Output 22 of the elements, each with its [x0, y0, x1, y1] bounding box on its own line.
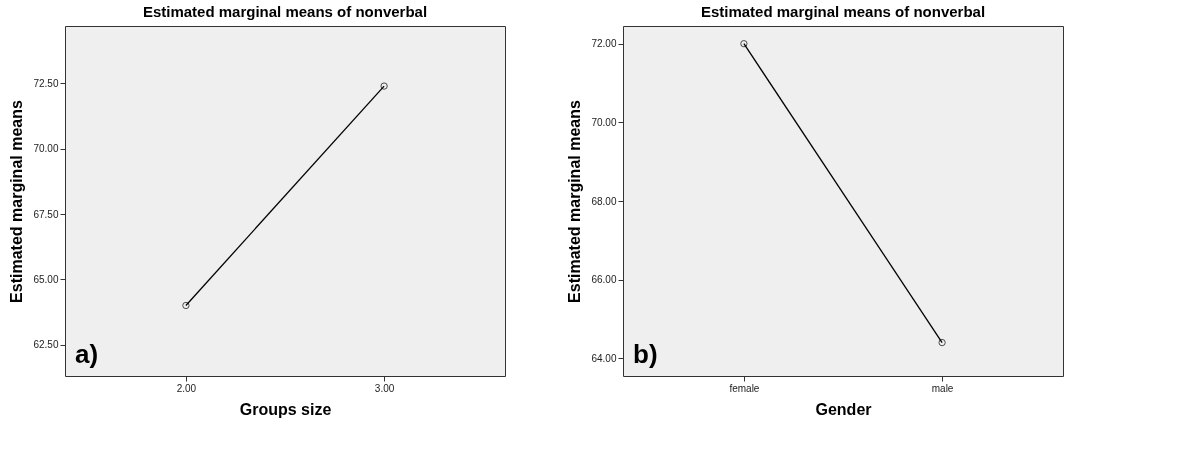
x-tick-label: 3.00 — [374, 382, 395, 394]
chart-title: Estimated marginal means of nonverbal — [142, 3, 428, 20]
y-axis-title: Estimated marginal means — [8, 100, 26, 303]
y-tick-label: 68.00 — [591, 195, 617, 207]
x-tick-label: 2.00 — [176, 382, 197, 394]
y-tick-label: 70.00 — [33, 143, 59, 155]
x-tick-label: male — [931, 382, 954, 394]
y-tick-label: 70.00 — [591, 116, 617, 128]
annotation: a) — [75, 339, 99, 369]
y-tick-label: 66.00 — [591, 274, 617, 286]
y-tick-label: 62.50 — [33, 339, 59, 351]
y-tick-label: 72.00 — [591, 38, 617, 50]
x-tick-label: female — [729, 382, 760, 394]
y-tick-label: 65.00 — [33, 273, 59, 285]
y-tick-label: 64.00 — [591, 352, 617, 364]
y-axis-title: Estimated marginal means — [566, 100, 584, 303]
x-axis-title: Gender — [815, 400, 872, 418]
chart-title: Estimated marginal means of nonverbal — [700, 3, 986, 20]
x-axis-title: Groups size — [239, 400, 332, 418]
annotation: b) — [633, 339, 658, 369]
y-tick-label: 67.50 — [33, 208, 59, 220]
y-tick-label: 72.50 — [33, 77, 59, 89]
